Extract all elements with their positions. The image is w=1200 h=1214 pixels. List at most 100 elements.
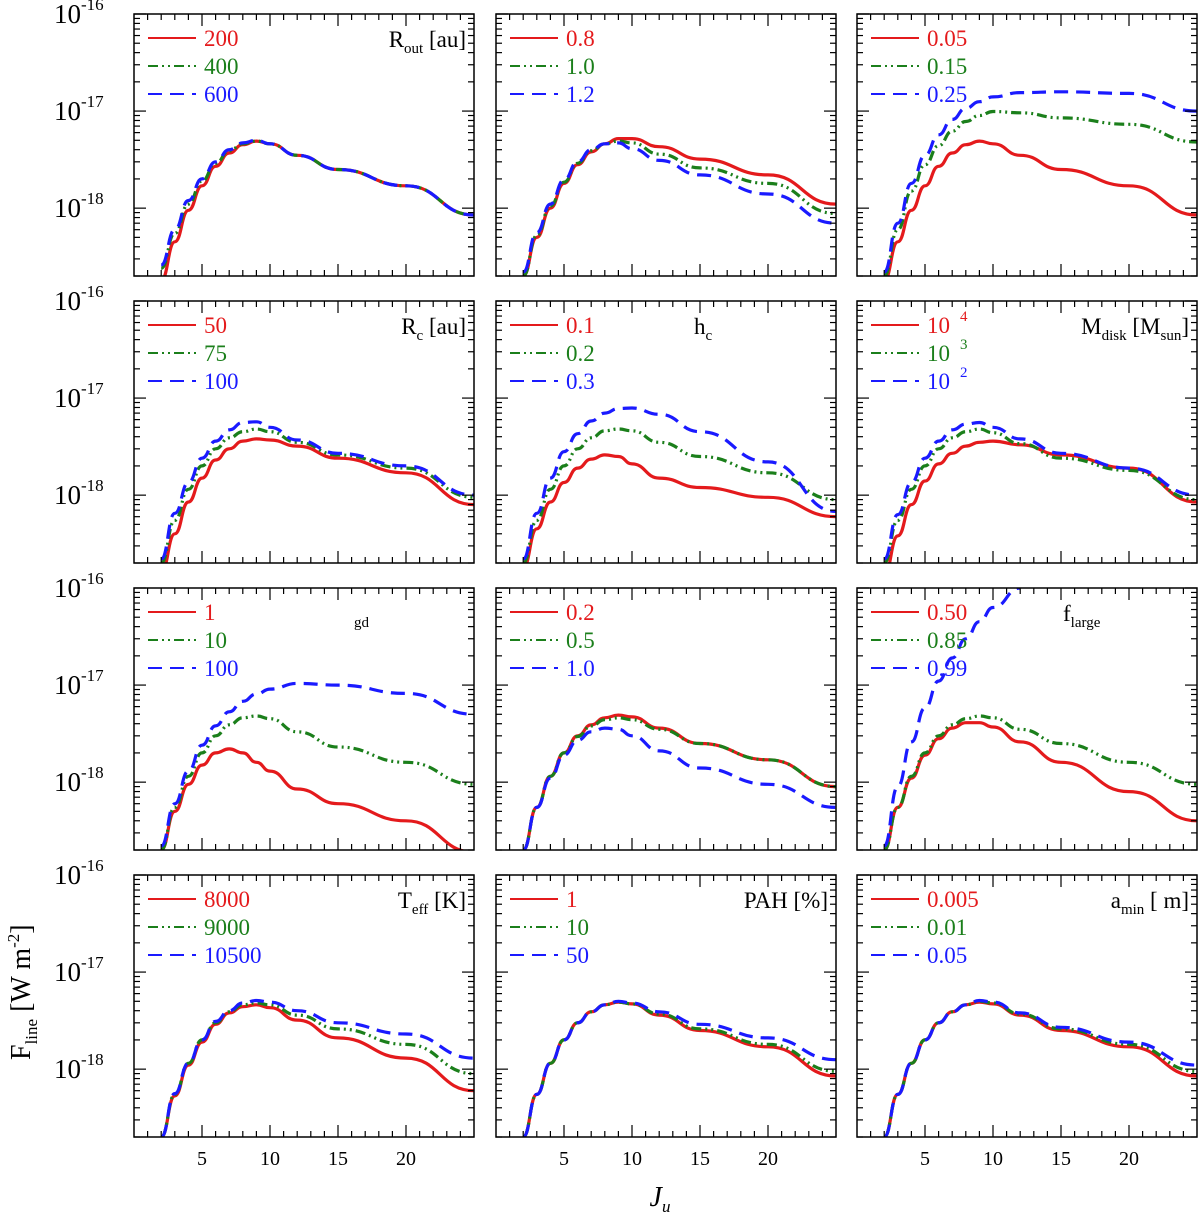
panel-9: 0.50 0.85 0.99 flarge [856, 587, 1198, 851]
x-tick-label: 10 [983, 1148, 1003, 1170]
legend-label: 0.05 [927, 26, 967, 51]
legend-label: 1 [566, 887, 578, 912]
series-line-blue [159, 681, 474, 848]
plot-frame [856, 587, 1198, 851]
parameter-label: Teff [K] [398, 888, 466, 918]
legend-label: 50 [204, 313, 227, 338]
legend-label: 0.5 [566, 628, 595, 653]
series-group [159, 998, 474, 1137]
legend-label: 9000 [204, 915, 250, 940]
plot-frame [133, 13, 475, 277]
series-line-green [882, 109, 1197, 276]
series-line-green [882, 999, 1197, 1137]
x-tick-label: 10 [622, 1148, 642, 1170]
legend-label: 0.15 [927, 54, 967, 79]
plot-frame [856, 300, 1198, 564]
panel-grid: 10-16 10-17 10-18 200 400 600 Rout [au] 0.8 1.0 1… [54, 0, 1198, 1170]
series-group [160, 138, 474, 276]
y-tick-label: 10-16 [54, 569, 104, 603]
legend-label: 0.50 [927, 600, 967, 625]
panel-2: 0.8 1.0 1.2 [495, 13, 837, 277]
plot-frame [495, 587, 837, 851]
panel-4: 10-16 10-17 10-18 50 75 100 Rc [au] [54, 282, 475, 564]
y-tick-label: 10-18 [54, 763, 104, 797]
legend-label: 0.1 [566, 313, 595, 338]
parameter-label: amin [ m] [1111, 888, 1189, 918]
legend-label: 0.05 [927, 943, 967, 968]
panel-1: 10-16 10-17 10-18 200 400 600 Rout [au] [54, 0, 475, 277]
legend-label: 0.01 [927, 915, 967, 940]
series-line-green [521, 1000, 836, 1137]
series-line-red [887, 439, 1197, 563]
parameter-label: flarge [1063, 601, 1101, 631]
legend-label: 0.3 [566, 369, 595, 394]
series-line-red [159, 1003, 474, 1137]
series-line-red [521, 1000, 836, 1137]
x-tick-label: 5 [920, 1148, 930, 1170]
y-tick-label: 10-16 [54, 0, 104, 29]
legend-label: 0.005 [927, 887, 979, 912]
series-line-red [524, 453, 836, 563]
series-line-green [159, 427, 474, 563]
series-line-blue [159, 998, 474, 1137]
series-line-blue [521, 999, 836, 1137]
parameter-label: PAH [%] [744, 888, 828, 913]
x-tick-label: 15 [1051, 1148, 1071, 1170]
series-line-blue [882, 998, 1197, 1137]
series-group [521, 999, 836, 1137]
series-line-red [882, 1000, 1197, 1137]
legend-label: 0.2 [566, 600, 595, 625]
series-line-blue [159, 420, 474, 561]
series-line-green [882, 714, 1197, 850]
series-group [159, 420, 474, 563]
legend-label: 200 [204, 26, 239, 51]
legend-label: 50 [566, 943, 589, 968]
legend-label: 10 [204, 628, 227, 653]
panel-8: 0.2 0.5 1.0 [495, 587, 837, 851]
legend-label: 0.25 [927, 82, 967, 107]
y-tick-label: 10-18 [54, 476, 104, 510]
series-line-blue [882, 588, 1021, 848]
x-tick-label: 20 [396, 1148, 416, 1170]
legend-label: 1.0 [566, 54, 595, 79]
parameter-label: Mdisk [Msun] [1081, 314, 1189, 344]
panel-12: 5 10 15 20 0.005 0.01 0.05 amin [ m] [856, 874, 1198, 1170]
series-line-green [521, 716, 836, 850]
legend-label: 0.99 [927, 656, 967, 681]
legend-label: 100 [204, 369, 239, 394]
legend-label: 10 3 [927, 337, 968, 366]
panel-11: 5 10 15 20 1 10 50 PAH [%] [495, 874, 837, 1170]
legend-label: 8000 [204, 887, 250, 912]
series-line-blue [160, 138, 474, 267]
series-group [882, 998, 1197, 1137]
plot-frame [133, 587, 475, 851]
y-tick-label: 10-17 [54, 92, 104, 126]
legend-label: 400 [204, 54, 239, 79]
legend-label: 1.0 [566, 656, 595, 681]
panel-3: 0.05 0.15 0.25 [856, 13, 1198, 277]
y-tick-label: 10-18 [54, 189, 104, 223]
series-line-red [885, 139, 1197, 276]
x-tick-label: 20 [758, 1148, 778, 1170]
series-line-green [882, 427, 1197, 563]
panel-10: 10-16 10-17 10-18 5 10 15 20 8000 9000 10500 Teff … [54, 856, 475, 1170]
plot-frame [856, 13, 1198, 277]
legend-label: 75 [204, 341, 227, 366]
y-tick-label: 10-18 [54, 1050, 104, 1084]
legend-label: 0.85 [927, 628, 967, 653]
series-line-green [159, 714, 474, 850]
series-line-red [164, 437, 474, 563]
series-line-blue [521, 406, 836, 561]
y-tick-label: 10-17 [54, 379, 104, 413]
legend-label: 0.8 [566, 26, 595, 51]
series-group [159, 681, 474, 850]
series-line-blue [522, 141, 836, 274]
parameter-label: Rout [au] [389, 27, 466, 57]
series-line-red [882, 721, 1197, 850]
panel-7: 10-16 10-17 10-18 1 10 100 gd [54, 569, 475, 851]
axis-titles: Ju Fline [W m-2] [4, 924, 670, 1214]
series-line-blue [882, 420, 1197, 561]
x-axis-label: Ju [650, 1182, 671, 1214]
series-line-green [159, 1001, 474, 1137]
legend-label: 0.2 [566, 341, 595, 366]
